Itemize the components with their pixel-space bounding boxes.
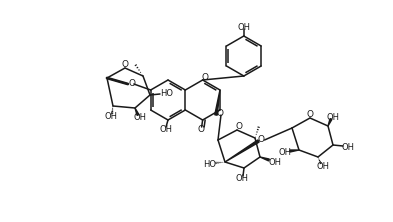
Text: HO: HO [160, 89, 173, 97]
Text: O: O [129, 79, 135, 87]
Text: O: O [201, 73, 208, 81]
Text: OH: OH [105, 111, 118, 121]
Text: OH: OH [235, 174, 248, 182]
Polygon shape [328, 119, 332, 126]
Polygon shape [215, 90, 220, 115]
Text: OH: OH [134, 113, 147, 121]
Text: HO: HO [204, 159, 217, 168]
Text: O: O [217, 109, 224, 117]
Text: OH: OH [327, 113, 340, 121]
Text: OH: OH [160, 125, 173, 133]
Polygon shape [290, 150, 299, 152]
Text: OH: OH [316, 161, 329, 170]
Text: O: O [258, 135, 265, 143]
Text: O: O [197, 125, 204, 133]
Text: OH: OH [342, 143, 354, 151]
Text: O: O [235, 121, 242, 131]
Polygon shape [225, 140, 259, 162]
Text: O: O [121, 59, 129, 69]
Text: OH: OH [279, 147, 292, 157]
Text: OH: OH [268, 157, 281, 166]
Text: OH: OH [237, 22, 250, 32]
Polygon shape [135, 108, 139, 115]
Text: O: O [307, 109, 314, 119]
Polygon shape [260, 157, 269, 161]
